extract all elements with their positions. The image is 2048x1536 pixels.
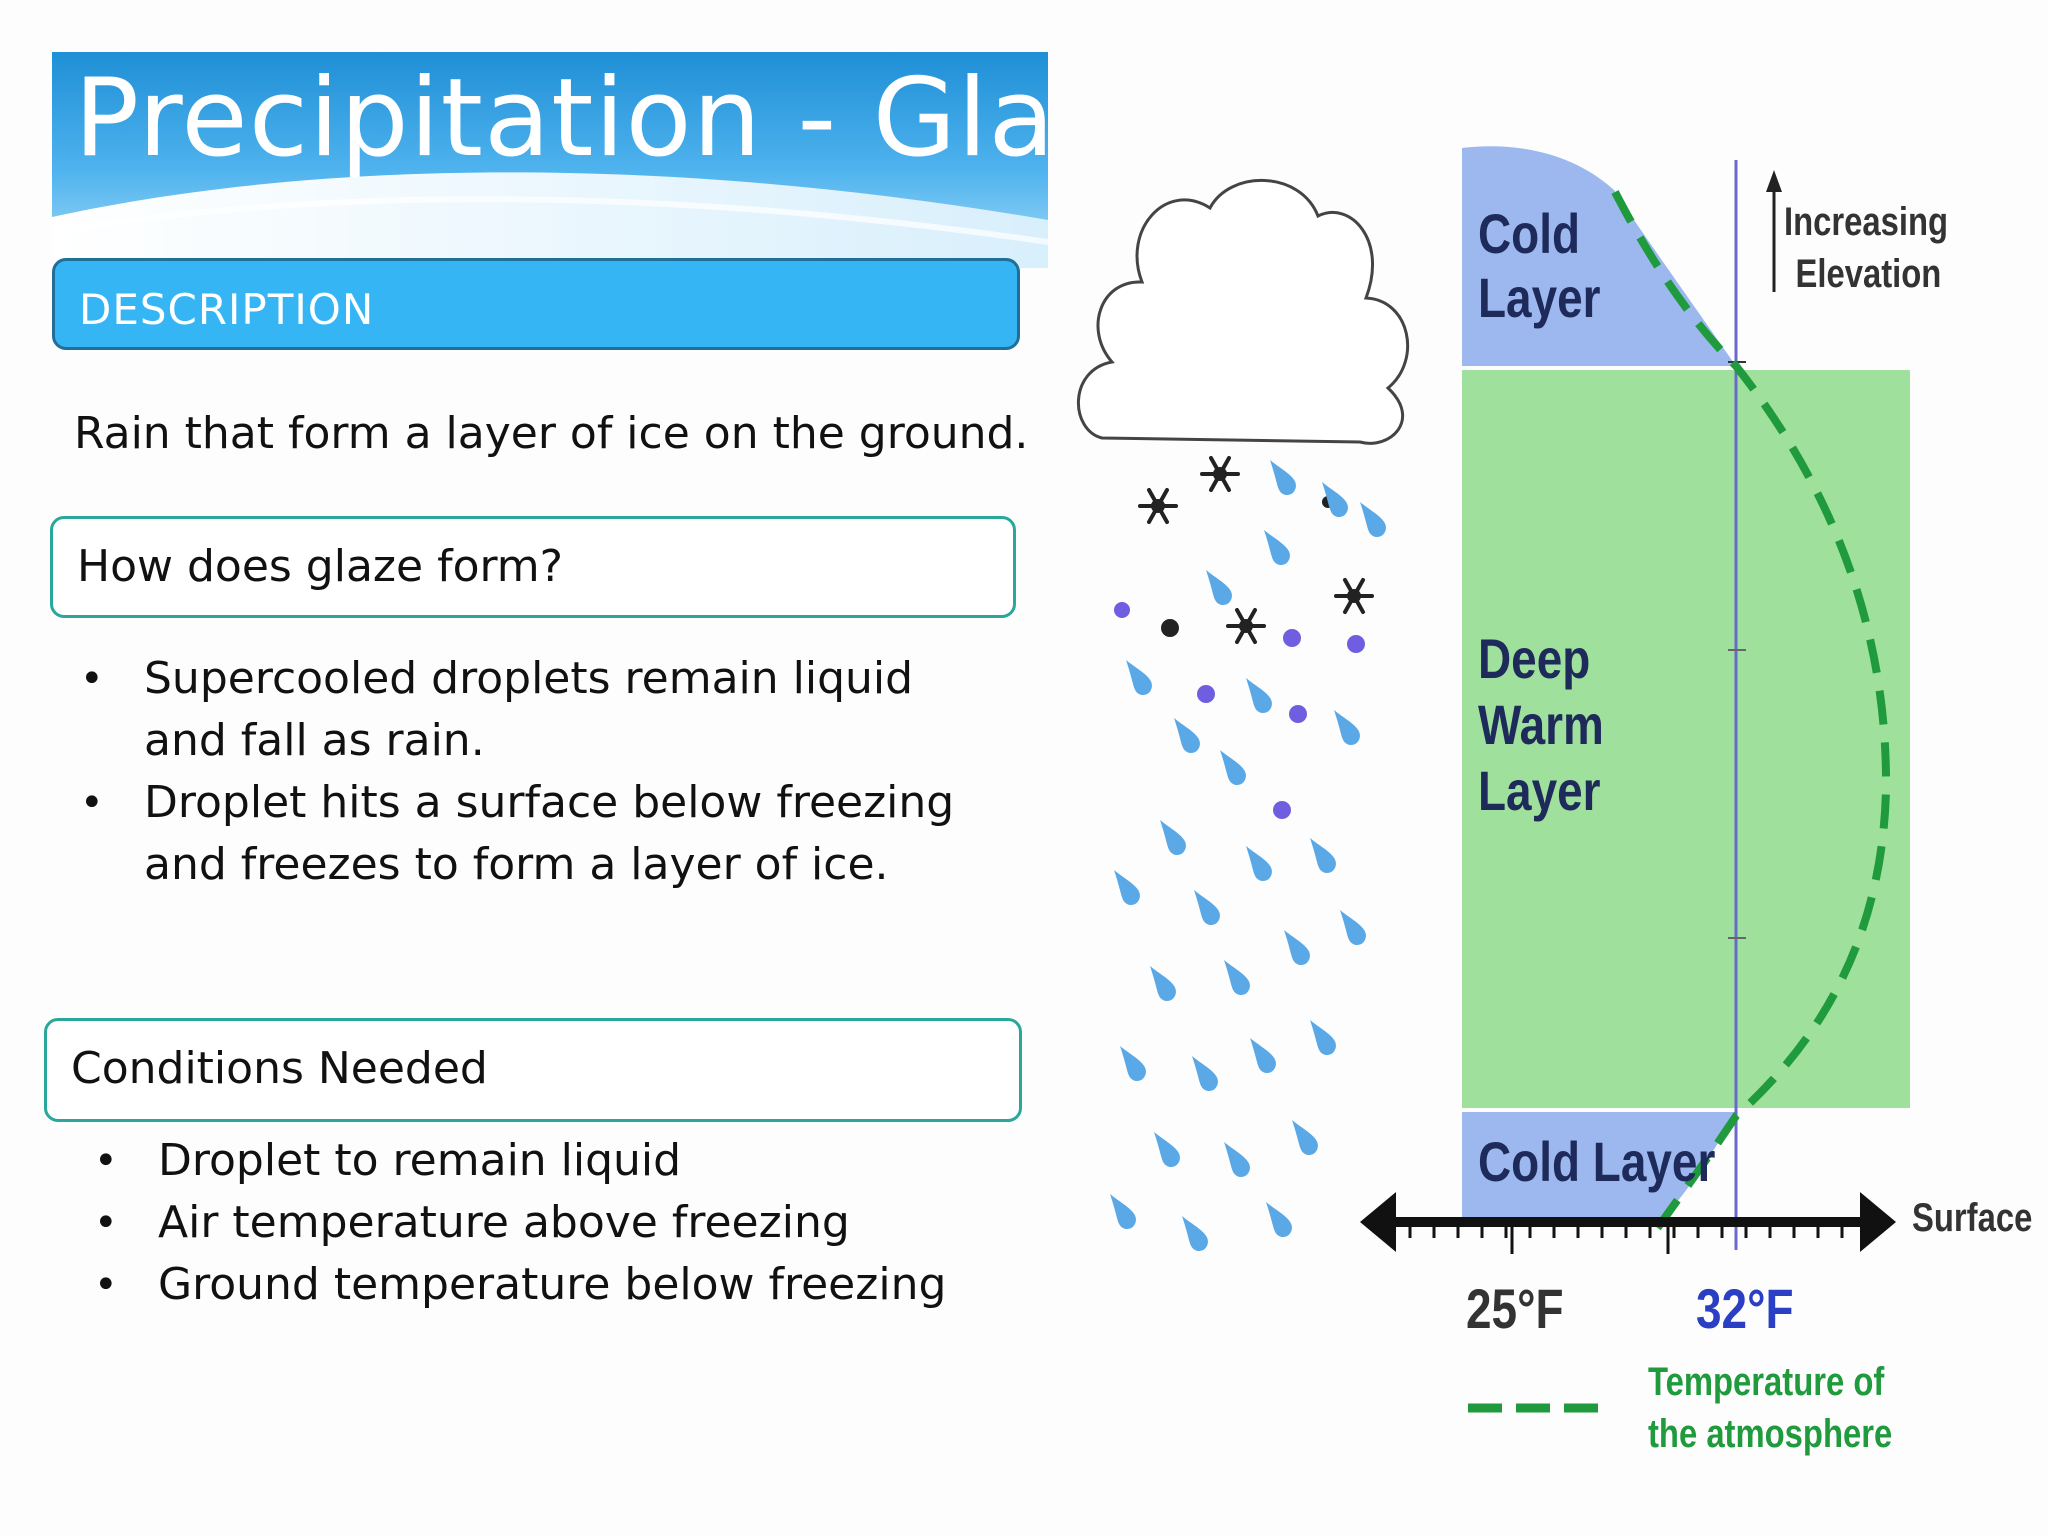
top-cold-layer-label-line: Layer: [1478, 266, 1601, 329]
snowflake-icon: [1200, 456, 1240, 492]
description-header-label: DESCRIPTION: [79, 285, 375, 334]
elevation-label-line: Increasing: [1784, 200, 1949, 244]
elevation-label: Increasing Elevation: [1784, 196, 1948, 300]
how-header: How does glaze form?: [50, 516, 1016, 618]
how-bullet: Supercooled droplets remain liquid and f…: [80, 648, 954, 772]
description-header: DESCRIPTION: [52, 258, 1020, 350]
description-text: Rain that form a layer of ice on the gro…: [74, 408, 1029, 459]
snowflake-icon: [1334, 578, 1374, 614]
bottom-cold-layer-label: Cold Layer: [1478, 1130, 1716, 1193]
how-bullet-line: Droplet hits a surface below freezing: [144, 777, 955, 828]
glaze-diagram: Cold Layer Deep Warm Layer Cold Layer In…: [1070, 130, 2048, 1490]
temp-freezing-label: 32°F: [1696, 1277, 1794, 1340]
warm-layer-label-line: Deep: [1478, 627, 1591, 690]
how-bullet-line: and fall as rain.: [144, 715, 485, 766]
temperature-curve: [1611, 190, 1891, 1233]
how-header-label: How does glaze form?: [77, 541, 564, 592]
warm-layer: [1462, 370, 1910, 1108]
glaze-diagram-graphic: [1077, 146, 1910, 1413]
temp-low-label: 25°F: [1466, 1277, 1564, 1340]
ice-pellet-icon: [1114, 602, 1365, 819]
warm-layer-label-line: Warm: [1478, 693, 1604, 756]
legend-label: Temperature of the atmosphere: [1648, 1356, 1892, 1460]
title-banner-background: [52, 52, 1048, 268]
elevation-label-line: Elevation: [1795, 252, 1942, 296]
conditions-bullet: Air temperature above freezing: [94, 1192, 946, 1254]
snowflake-icon: [1161, 619, 1179, 637]
how-bullet-list: Supercooled droplets remain liquid and f…: [80, 648, 955, 896]
legend-label-line: the atmosphere: [1648, 1412, 1893, 1456]
top-cold-layer-label-line: Cold: [1478, 202, 1581, 265]
conditions-header: Conditions Needed: [44, 1018, 1022, 1122]
conditions-bullet-list: Droplet to remain liquid Air temperature…: [94, 1130, 946, 1316]
top-cold-layer: [1462, 146, 1736, 366]
conditions-bullet: Ground temperature below freezing: [94, 1254, 946, 1316]
warm-layer-label-line: Layer: [1478, 759, 1601, 822]
surface-label: Surface: [1912, 1196, 2033, 1240]
conditions-header-label: Conditions Needed: [71, 1043, 488, 1094]
raindrop-icon: [1104, 454, 1390, 1255]
cloud-icon: [1077, 178, 1410, 445]
snowflake-icon: [1138, 488, 1178, 524]
top-cold-layer-label: Cold Layer: [1478, 202, 1601, 330]
warm-layer-label: Deep Warm Layer: [1478, 626, 1604, 824]
legend-label-line: Temperature of: [1648, 1360, 1885, 1404]
title-banner: Precipitation - Glaze: [52, 52, 1048, 268]
how-bullet-line: and freezes to form a layer of ice.: [144, 839, 889, 890]
how-bullet: Droplet hits a surface below freezing an…: [80, 772, 955, 896]
conditions-bullet: Droplet to remain liquid: [94, 1130, 946, 1192]
how-bullet-line: Supercooled droplets remain liquid: [144, 653, 914, 704]
page-title: Precipitation - Glaze: [74, 56, 1048, 181]
snowflake-icon: [1226, 608, 1266, 644]
bottom-cold-layer: [1462, 1112, 1736, 1220]
